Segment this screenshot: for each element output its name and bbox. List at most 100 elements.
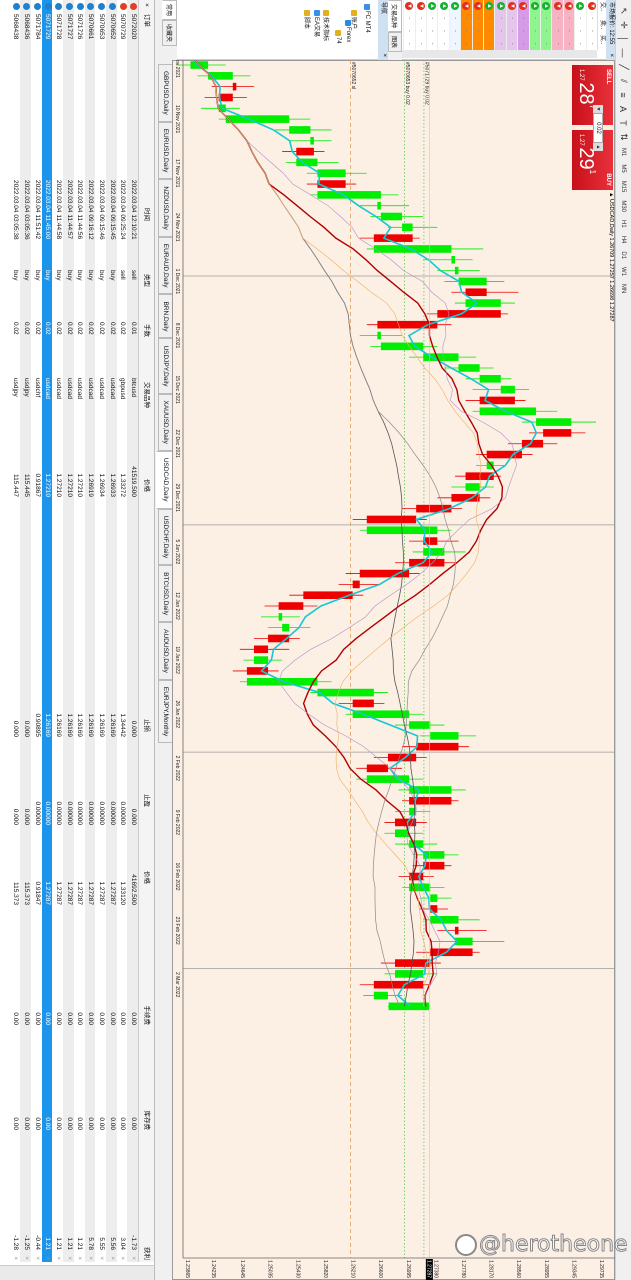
market-watch-row[interactable]: ▼ - - - [460, 0, 472, 50]
header-price[interactable]: 价格 [143, 479, 150, 492]
market-watch-row[interactable]: ▼ - - - [471, 0, 483, 50]
market-watch-row[interactable]: ▼ - - - [551, 0, 563, 50]
timeframe-m1-button[interactable]: M1 [620, 148, 627, 157]
navigator-item[interactable]: FC MT4 [364, 4, 370, 33]
chart-tab-btcusd[interactable]: BTCUSD,Daily [158, 565, 172, 623]
tab-favorites[interactable]: 收藏夹 [162, 20, 177, 47]
market-watch-row[interactable]: ▲ - - - [528, 0, 540, 50]
table-row[interactable]: 5068438 2022.03.04 03:05:38 buy 0.02 usdjpy 1… [10, 0, 21, 1262]
market-watch-row[interactable]: ▲ - - - [540, 0, 552, 50]
market-watch-row[interactable]: ▲ - - - [483, 0, 495, 50]
timeframe-m15-button[interactable]: M15 [620, 180, 627, 193]
table-row[interactable]: 5070661 2022.03.04 09:16:12 buy 0.02 usdcad 1… [84, 0, 96, 1262]
timeframe-w1-button[interactable]: W1 [620, 267, 627, 277]
tab-chart[interactable]: 图表 [388, 32, 402, 53]
lot-size-input[interactable]: 0.02 [593, 113, 603, 143]
header-type[interactable]: 类型 [143, 274, 150, 287]
price-chart[interactable]: #5070652 sl #5070653 buy 0.02 #5071729 buy… [172, 60, 615, 1280]
table-row[interactable]: 5068436 2022.03.04 03:05:36 buy 0.02 usdjpy 1… [20, 0, 31, 1262]
market-watch-row[interactable]: ▲ - - - [437, 0, 449, 50]
header-current-price[interactable]: 价格 [143, 871, 150, 884]
market-watch-row[interactable]: ▼ - - - [505, 0, 518, 50]
header-symbol[interactable]: 交易品种 [143, 382, 150, 408]
chart-tab-gbpusd[interactable]: GBPUSD,Daily [158, 64, 172, 122]
chart-tab-nzdusd[interactable]: NZDUSD,Daily [158, 179, 172, 237]
timeframe-m5-button[interactable]: M5 [620, 164, 627, 173]
close-order-icon[interactable]: × [65, 1256, 73, 1260]
header-time[interactable]: 时间 [143, 208, 150, 221]
tab-common[interactable]: 常用 [162, 0, 177, 21]
lot-decrease-button[interactable]: ▼ [593, 105, 603, 113]
fibonacci-icon[interactable]: ≡ [618, 92, 629, 98]
close-order-icon[interactable]: × [108, 1256, 116, 1260]
market-watch-row[interactable]: ▼ - - - [517, 0, 529, 50]
chart-tab-euraud[interactable]: EURAUD,Daily [158, 236, 172, 295]
market-watch-row[interactable]: ▲ - - - [448, 0, 461, 50]
close-order-icon[interactable]: × [76, 1256, 84, 1260]
close-order-icon[interactable]: × [33, 1256, 41, 1260]
table-row[interactable]: 5070729 2022.03.04 09:25:24 sell 0.02 gbpusd… [117, 0, 128, 1262]
close-order-icon[interactable]: × [87, 1256, 95, 1260]
navigator-item[interactable]: 74 [335, 30, 341, 44]
table-row[interactable]: 5071727 2022.03.04 11:44:57 buy 0.02 usdcad 1… [63, 0, 74, 1262]
horizontal-line-icon[interactable]: — [618, 48, 629, 58]
table-row[interactable]: 5071784 2022.03.04 11:51:42 buy 0.02 usdchf 0… [31, 0, 42, 1262]
chart-tab-eurusd[interactable]: EURUSD,Daily [158, 121, 172, 180]
chart-tab-usdcad[interactable]: USDCAD,Daily [156, 450, 172, 509]
lot-increase-button[interactable]: ▲ [593, 143, 603, 151]
text-icon[interactable]: A [618, 105, 629, 112]
navigator-item[interactable]: 技术指标 [322, 10, 331, 41]
close-order-icon[interactable]: × [119, 1256, 127, 1260]
chart-tab-xauusd[interactable]: XAUUSD,Daily [158, 393, 172, 451]
chart-tab-brn[interactable]: BRN,Daily [158, 294, 172, 339]
tab-symbols[interactable]: 交易品种 [388, 0, 402, 33]
crosshair-icon[interactable]: ✛ [619, 21, 629, 29]
vertical-line-icon[interactable]: │ [618, 36, 629, 42]
close-icon[interactable]: × [608, 53, 614, 57]
scrollbar[interactable] [402, 50, 597, 58]
header-swap[interactable]: 库存费 [143, 1110, 150, 1131]
close-icon[interactable]: × [143, 3, 150, 7]
table-row[interactable]: 5071726 2022.03.04 11:44:56 buy 0.02 usdcad 1… [74, 0, 85, 1262]
close-order-icon[interactable]: × [130, 1256, 137, 1260]
chart-tab-usdchf[interactable]: USDCHF,Daily [158, 508, 172, 566]
chart-tab-audusd[interactable]: AUDUSD,Daily [158, 622, 172, 680]
market-watch-row[interactable]: ▼ - - - [403, 0, 415, 50]
trendline-icon[interactable]: ╱ [619, 64, 629, 70]
table-row[interactable]: 5070653 2022.03.04 09:15:46 buy 0.02 usdcad 1… [95, 0, 106, 1262]
navigator-item[interactable]: 账户 [350, 10, 359, 29]
channel-icon[interactable]: ⫽ [619, 78, 629, 83]
navigator-item[interactable]: 脚本 [303, 10, 312, 29]
column-ask[interactable]: 买.. [599, 35, 605, 45]
market-watch-row[interactable]: ▲ - - - [574, 0, 586, 50]
close-order-icon[interactable]: × [97, 1256, 105, 1260]
market-watch-row[interactable]: ▼ - - - [562, 0, 575, 50]
header-order[interactable]: 订单 [143, 14, 150, 27]
close-order-icon[interactable]: × [12, 1256, 20, 1260]
close-icon[interactable]: × [381, 53, 387, 57]
header-lots[interactable]: 手数 [143, 324, 150, 337]
timeframe-m30-button[interactable]: M30 [620, 200, 627, 213]
close-order-icon[interactable]: × [55, 1256, 63, 1260]
chart-tab-usdjpy[interactable]: USDJPY,Daily [158, 338, 172, 394]
market-watch-row[interactable]: ▲ - - - [426, 0, 438, 50]
column-symbol[interactable]: 交.. [599, 2, 605, 12]
timeframe-h1-button[interactable]: H1 [620, 220, 627, 228]
navigator-item[interactable]: EA交易 [313, 10, 322, 37]
column-bid[interactable]: 卖.. [599, 20, 605, 30]
market-watch-row[interactable]: ▲ - - - [494, 0, 506, 50]
close-order-icon[interactable]: × [23, 1256, 30, 1260]
timeframe-h4-button[interactable]: H4 [620, 235, 627, 244]
chart-tab-eurjpy[interactable]: EURJPY,Monthly [158, 679, 172, 744]
table-row[interactable]: 5070652 2022.03.04 09:15:45 buy 0.02 usdcad 1… [105, 0, 117, 1262]
header-tp[interactable]: 止盈 [143, 794, 150, 807]
cursor-icon[interactable]: ↖ [619, 7, 629, 15]
table-row[interactable]: 5071728 2022.03.04 11:44:58 buy 0.02 usdcad 1… [52, 0, 63, 1262]
market-watch-row[interactable]: ▼ - - - [585, 0, 597, 50]
header-commission[interactable]: 手续费 [143, 1005, 150, 1026]
table-row[interactable]: 5072020 2022.03.04 12:10:21 sell 0.01 btcusd… [127, 0, 138, 1262]
timeframe-mn-button[interactable]: MN [620, 284, 627, 294]
close-order-icon[interactable]: × [44, 1256, 52, 1260]
arrows-icon[interactable]: ⇅ [619, 133, 629, 141]
timeframe-d1-button[interactable]: D1 [620, 251, 627, 260]
